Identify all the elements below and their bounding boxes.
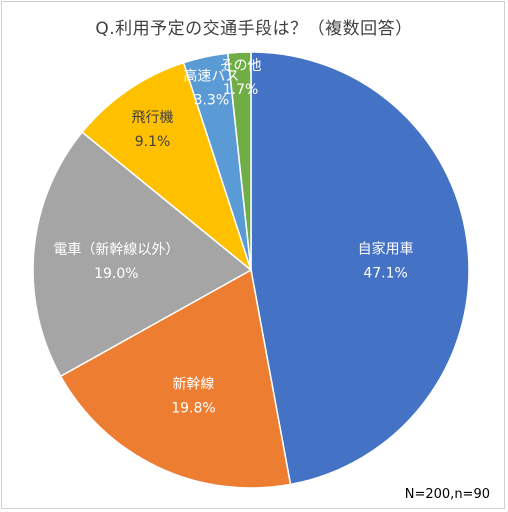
slice-value-6: 1.7% bbox=[223, 82, 259, 98]
slice-value-1: 47.1% bbox=[363, 266, 407, 282]
slice-value-5: 3.3% bbox=[194, 93, 230, 109]
pie-slice-2 bbox=[59, 268, 292, 489]
slice-value-3: 19.0% bbox=[94, 266, 138, 282]
slice-label-5: 高速バス bbox=[183, 68, 239, 85]
pie-slice-4 bbox=[81, 61, 253, 273]
pie-slice-3 bbox=[32, 131, 253, 378]
pie-slice-1 bbox=[250, 51, 470, 486]
sample-size-note: N=200,n=90 bbox=[404, 487, 490, 502]
slice-label-4: 飛行機 bbox=[132, 110, 174, 126]
chart-title: Q.利用予定の交通手段は？（複数回答） bbox=[95, 19, 413, 39]
slice-label-6: その他 bbox=[220, 58, 262, 74]
pie-slice-6 bbox=[226, 51, 252, 271]
slice-value-4: 9.1% bbox=[135, 134, 171, 150]
slice-label-1: 自家用車 bbox=[358, 241, 414, 258]
slice-label-3: 電車（新幹線以外） bbox=[53, 241, 179, 258]
slice-value-2: 19.8% bbox=[171, 400, 215, 416]
slice-label-2: 新幹線 bbox=[172, 375, 214, 392]
